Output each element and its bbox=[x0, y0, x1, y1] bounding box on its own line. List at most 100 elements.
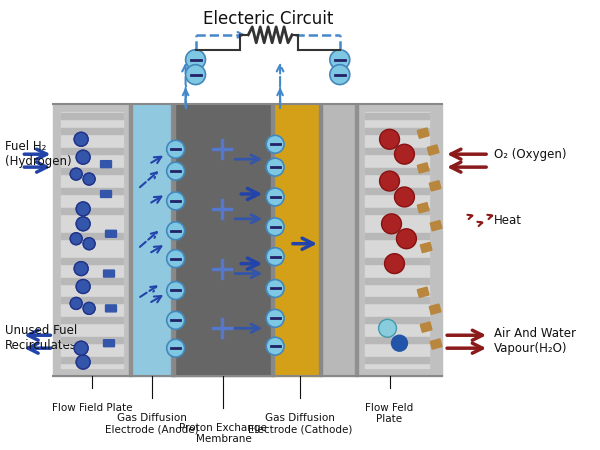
Bar bbox=[365, 258, 430, 264]
Bar bbox=[61, 148, 123, 154]
Bar bbox=[418, 163, 429, 173]
Circle shape bbox=[266, 188, 284, 206]
Bar bbox=[61, 258, 123, 264]
Bar bbox=[273, 104, 321, 376]
Text: Fuel H₂
(Hydrogen): Fuel H₂ (Hydrogen) bbox=[5, 140, 71, 168]
Bar bbox=[430, 339, 442, 349]
Text: Flow Field Plate: Flow Field Plate bbox=[52, 403, 133, 413]
Text: Electeric Circuit: Electeric Circuit bbox=[203, 10, 334, 28]
Circle shape bbox=[83, 302, 95, 315]
Circle shape bbox=[266, 248, 284, 266]
Circle shape bbox=[395, 187, 415, 207]
Bar bbox=[365, 113, 430, 119]
Bar bbox=[418, 287, 429, 297]
Bar bbox=[365, 188, 430, 194]
Bar bbox=[61, 128, 123, 134]
Circle shape bbox=[379, 320, 397, 337]
Circle shape bbox=[167, 222, 185, 240]
Bar bbox=[429, 181, 441, 191]
Text: Proton Exchange
Membrane: Proton Exchange Membrane bbox=[179, 423, 268, 445]
FancyBboxPatch shape bbox=[104, 340, 115, 346]
Circle shape bbox=[380, 129, 400, 149]
Bar bbox=[61, 188, 123, 194]
Bar bbox=[365, 297, 430, 303]
Circle shape bbox=[395, 144, 415, 164]
Circle shape bbox=[167, 282, 185, 299]
Bar bbox=[365, 208, 430, 214]
Bar bbox=[420, 243, 432, 252]
Text: Heat: Heat bbox=[494, 214, 522, 227]
Circle shape bbox=[167, 250, 185, 268]
Text: Air And Water
Vapour(H₂O): Air And Water Vapour(H₂O) bbox=[494, 327, 576, 355]
Circle shape bbox=[167, 192, 185, 210]
FancyBboxPatch shape bbox=[106, 230, 116, 237]
Circle shape bbox=[392, 335, 407, 351]
FancyBboxPatch shape bbox=[106, 305, 116, 312]
Circle shape bbox=[76, 217, 90, 231]
Circle shape bbox=[185, 65, 205, 85]
Circle shape bbox=[330, 65, 350, 85]
FancyBboxPatch shape bbox=[101, 190, 112, 198]
Circle shape bbox=[76, 279, 90, 293]
Circle shape bbox=[167, 311, 185, 329]
Bar bbox=[173, 104, 273, 376]
Bar bbox=[53, 104, 131, 376]
Circle shape bbox=[74, 261, 88, 275]
Bar bbox=[61, 278, 123, 284]
Text: Unused Fuel
Recirculates: Unused Fuel Recirculates bbox=[5, 324, 77, 352]
Bar bbox=[61, 112, 123, 368]
Bar bbox=[61, 168, 123, 174]
Bar bbox=[365, 112, 430, 368]
Circle shape bbox=[74, 341, 88, 355]
Circle shape bbox=[167, 162, 185, 180]
Bar bbox=[365, 278, 430, 284]
Circle shape bbox=[385, 254, 404, 274]
Bar bbox=[365, 337, 430, 343]
Circle shape bbox=[266, 135, 284, 153]
Bar bbox=[365, 168, 430, 174]
Bar bbox=[61, 113, 123, 119]
Bar bbox=[61, 317, 123, 323]
Bar bbox=[420, 322, 432, 332]
Circle shape bbox=[397, 229, 416, 249]
Circle shape bbox=[76, 355, 90, 369]
Bar bbox=[427, 145, 439, 155]
Circle shape bbox=[83, 173, 95, 185]
Bar bbox=[61, 297, 123, 303]
Bar bbox=[365, 128, 430, 134]
Text: Gas Diffusion
Electrode (Anode): Gas Diffusion Electrode (Anode) bbox=[105, 413, 199, 434]
Circle shape bbox=[266, 279, 284, 297]
Circle shape bbox=[185, 50, 205, 70]
Circle shape bbox=[167, 140, 185, 158]
Circle shape bbox=[70, 233, 82, 245]
Circle shape bbox=[76, 202, 90, 216]
Bar bbox=[61, 357, 123, 363]
Bar bbox=[365, 148, 430, 154]
Text: Flow Feld
Plate: Flow Feld Plate bbox=[365, 403, 413, 424]
Circle shape bbox=[70, 297, 82, 310]
Text: O₂ (Oxygen): O₂ (Oxygen) bbox=[494, 148, 566, 161]
Circle shape bbox=[380, 171, 400, 191]
Bar bbox=[61, 208, 123, 214]
Circle shape bbox=[266, 158, 284, 176]
Circle shape bbox=[83, 238, 95, 250]
Circle shape bbox=[76, 150, 90, 164]
Bar bbox=[358, 104, 442, 376]
Text: Gas Diffusion
Electrode (Cathode): Gas Diffusion Electrode (Cathode) bbox=[248, 413, 352, 434]
Bar bbox=[418, 128, 429, 138]
FancyBboxPatch shape bbox=[101, 161, 112, 167]
Circle shape bbox=[74, 132, 88, 146]
Bar bbox=[129, 104, 132, 376]
Circle shape bbox=[266, 218, 284, 236]
Bar bbox=[172, 104, 175, 376]
Bar bbox=[365, 357, 430, 363]
Bar bbox=[429, 304, 441, 315]
Bar bbox=[365, 233, 430, 239]
FancyBboxPatch shape bbox=[104, 270, 115, 277]
Circle shape bbox=[330, 50, 350, 70]
Circle shape bbox=[70, 168, 82, 180]
Bar bbox=[271, 104, 274, 376]
Bar bbox=[365, 317, 430, 323]
Bar bbox=[61, 337, 123, 343]
Bar bbox=[319, 104, 322, 376]
